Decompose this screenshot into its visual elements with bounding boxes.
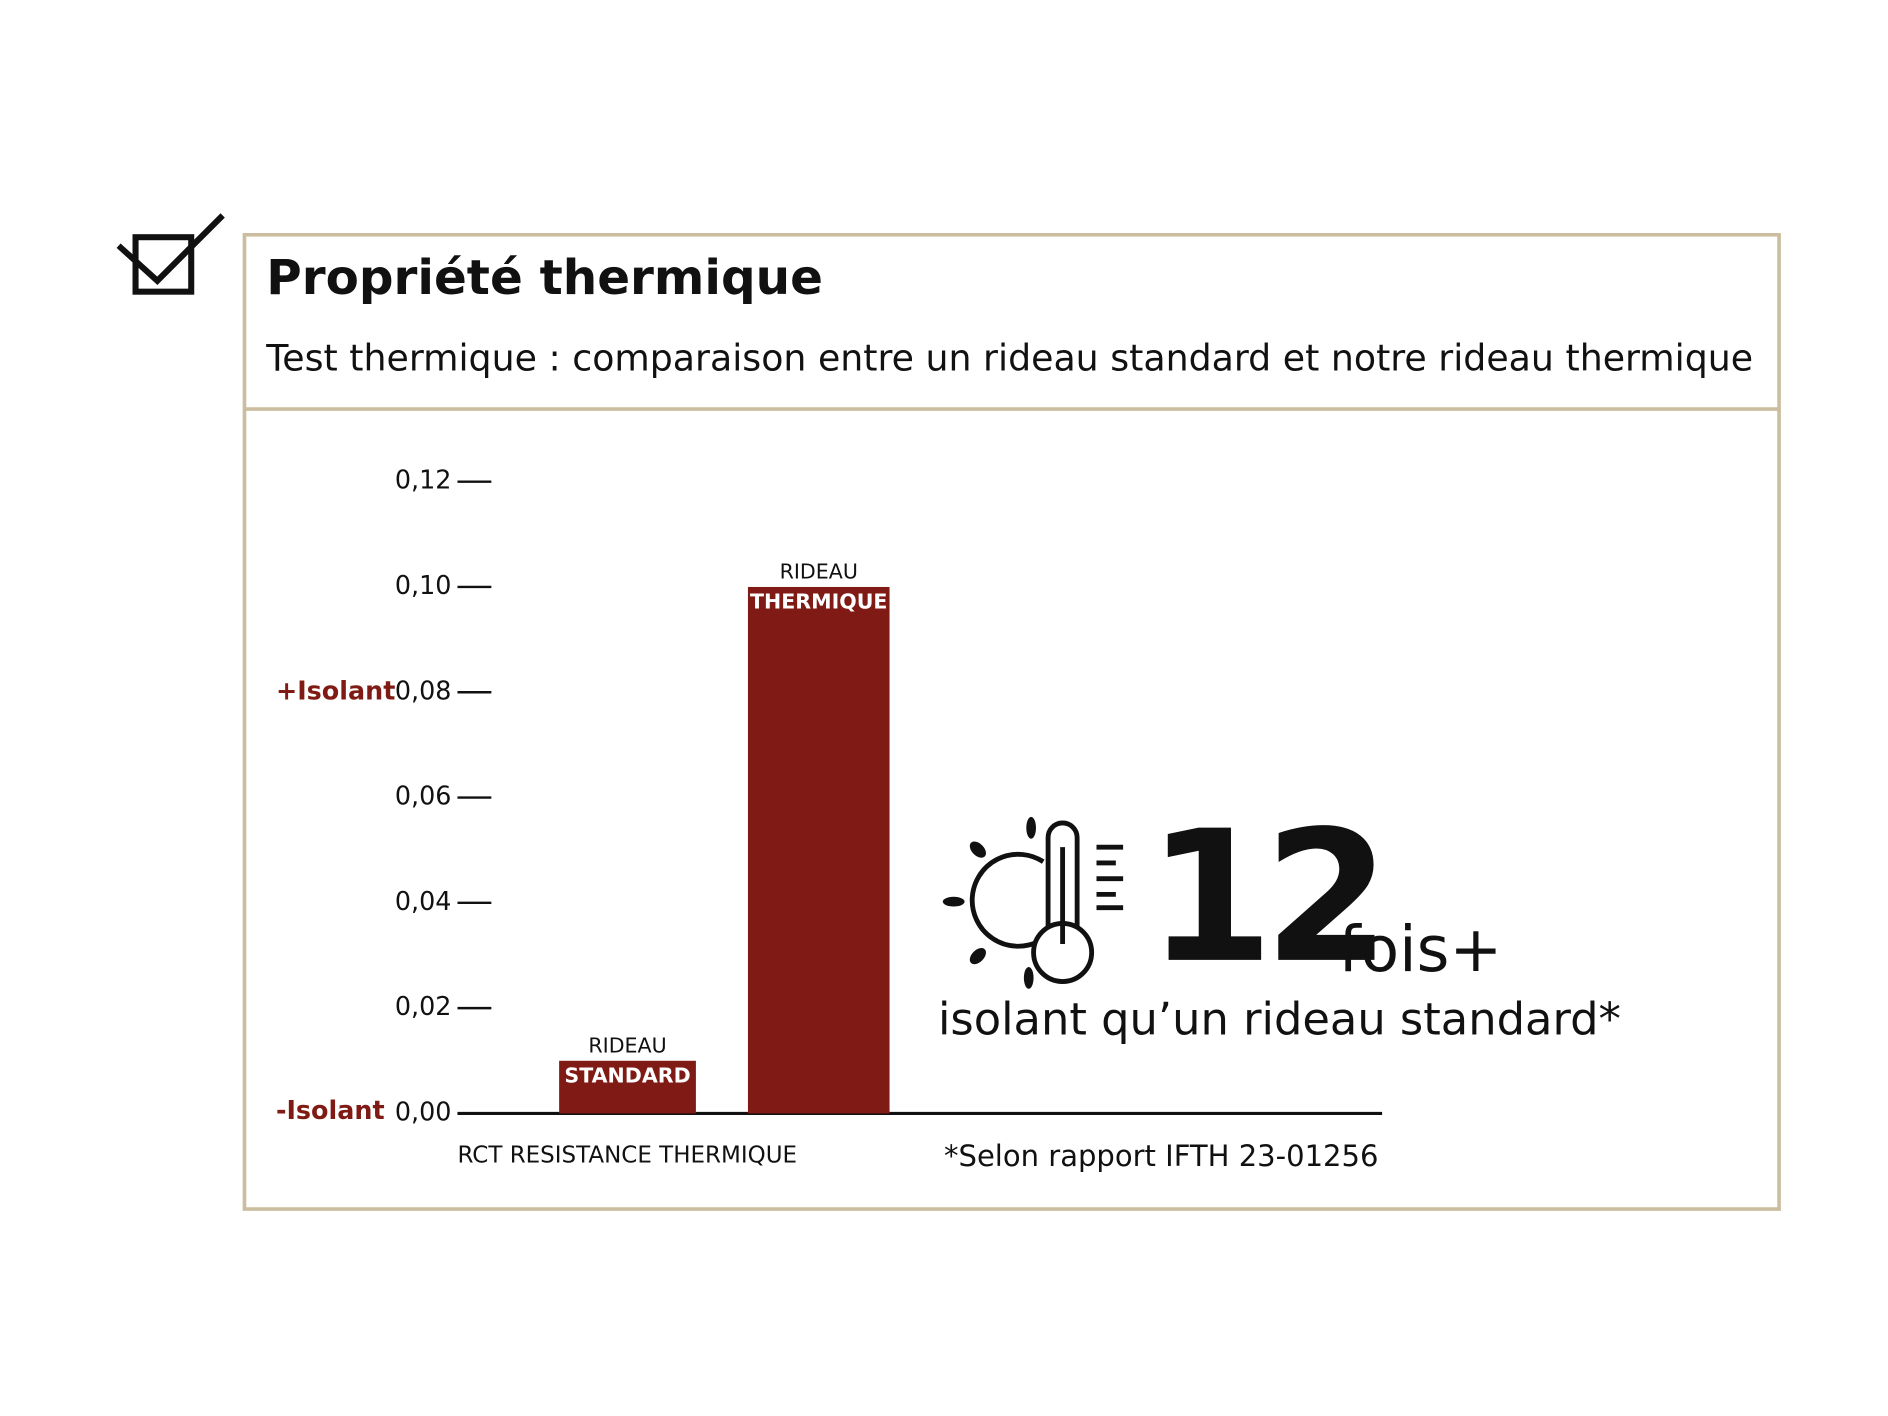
y-tick-label: 0,06 [395,781,452,811]
sun-rays [942,816,1036,989]
footnote: *Selon rapport IFTH 23-01256 [944,1139,1378,1173]
y-tick-label: 0,00 [395,1096,452,1126]
bar-label: RIDEAU [588,1033,666,1057]
subtitle: Test thermique : comparaison entre un ri… [265,337,1753,380]
bar-label: THERMIQUE [750,590,887,614]
bar-label: RIDEAU [780,559,858,583]
y-tick-label: 0,08 [395,675,452,705]
bar-label: STANDARD [564,1064,690,1088]
x-axis-label: RCT RESISTANCE THERMIQUE [457,1142,797,1168]
y-tick-label: 0,12 [395,465,452,495]
y-tick-label: 0,10 [395,570,452,600]
thermo-icon [969,820,1124,984]
bar [559,1060,696,1114]
bar [747,586,890,1114]
highlight-number: 12 [1147,791,1380,1003]
axis-annotation: -Isolant [276,1095,385,1125]
axis-annotation: +Isolant [276,675,395,705]
frame [242,232,1781,1211]
check-icon [116,213,225,295]
highlight-text: isolant qu’un rideau standard* [938,993,1621,1046]
title: Propriété thermique [266,250,823,306]
y-tick-label: 0,02 [395,991,452,1021]
highlight-suffix: fois+ [1339,913,1503,986]
y-tick-label: 0,04 [395,886,452,916]
